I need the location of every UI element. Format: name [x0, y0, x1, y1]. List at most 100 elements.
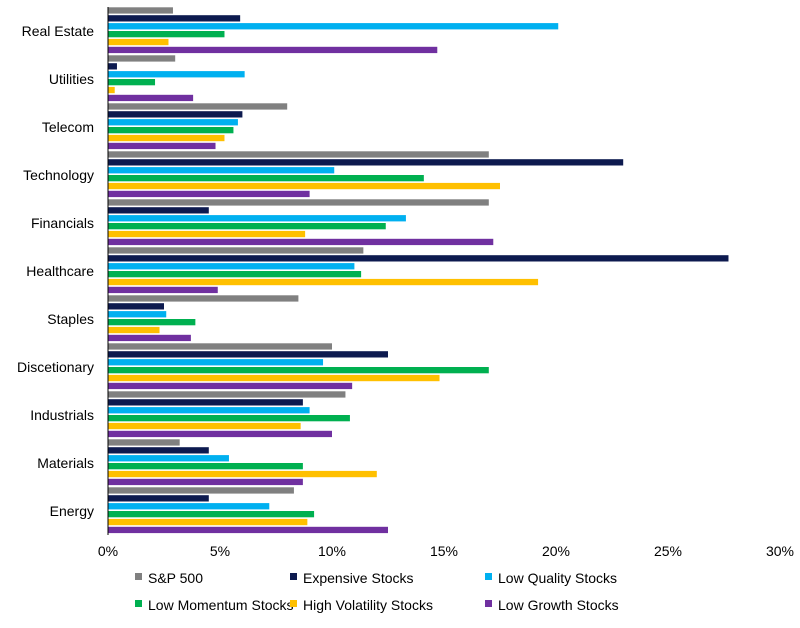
legend-swatch-high-volatility-stocks	[290, 600, 297, 607]
bar-real-estate-s-p-500	[108, 7, 173, 14]
x-tick-label-5: 5%	[210, 543, 230, 559]
bar-discetionary-expensive-stocks	[108, 351, 388, 358]
bar-staples-high-volatility-stocks	[108, 326, 160, 334]
legend-label-s-p-500: S&P 500	[148, 570, 203, 586]
bar-materials-low-growth-stocks	[108, 478, 303, 486]
bar-industrials-s-p-500	[108, 391, 346, 398]
category-label-staples: Staples	[47, 311, 94, 327]
legend-label-low-momentum-stocks: Low Momentum Stocks	[148, 597, 294, 613]
bar-financials-low-momentum-stocks	[108, 223, 386, 230]
category-label-real-estate: Real Estate	[22, 23, 95, 39]
x-tick-label-10: 10%	[318, 543, 346, 559]
category-label-discetionary: Discetionary	[17, 359, 94, 375]
bar-telecom-s-p-500	[108, 103, 288, 110]
bar-technology-low-growth-stocks	[108, 190, 310, 198]
bar-healthcare-high-volatility-stocks	[108, 278, 539, 286]
bar-materials-s-p-500	[108, 439, 180, 446]
category-label-industrials: Industrials	[30, 407, 94, 423]
bar-telecom-low-momentum-stocks	[108, 127, 234, 134]
bar-technology-high-volatility-stocks	[108, 182, 500, 190]
legend-swatch-expensive-stocks	[290, 573, 297, 580]
bar-real-estate-expensive-stocks	[108, 15, 241, 22]
legend-swatch-low-momentum-stocks	[135, 600, 142, 607]
bar-utilities-expensive-stocks	[108, 63, 117, 70]
bar-financials-high-volatility-stocks	[108, 230, 306, 238]
category-label-telecom: Telecom	[42, 119, 94, 135]
bar-utilities-high-volatility-stocks	[108, 86, 115, 94]
bar-technology-low-quality-stocks	[108, 167, 335, 174]
bar-energy-low-growth-stocks	[108, 526, 388, 534]
bar-telecom-low-growth-stocks	[108, 142, 216, 150]
bars-group	[108, 7, 729, 534]
bar-energy-expensive-stocks	[108, 495, 209, 502]
category-label-technology: Technology	[23, 167, 94, 183]
bar-energy-high-volatility-stocks	[108, 518, 308, 526]
bar-telecom-expensive-stocks	[108, 111, 243, 118]
category-labels: Real Estate Utilities Telecom Technology Fin…	[17, 23, 94, 519]
category-label-energy: Energy	[50, 503, 94, 519]
bar-industrials-low-momentum-stocks	[108, 415, 350, 422]
bar-utilities-low-momentum-stocks	[108, 79, 156, 86]
bar-real-estate-low-growth-stocks	[108, 46, 438, 54]
bar-financials-low-quality-stocks	[108, 215, 406, 222]
bar-utilities-low-growth-stocks	[108, 94, 194, 102]
bar-staples-low-growth-stocks	[108, 334, 191, 342]
category-label-financials: Financials	[31, 215, 94, 231]
legend-label-high-volatility-stocks: High Volatility Stocks	[303, 597, 433, 613]
bar-staples-low-momentum-stocks	[108, 319, 196, 326]
bar-real-estate-low-momentum-stocks	[108, 31, 225, 38]
x-tick-label-0: 0%	[98, 543, 118, 559]
bar-healthcare-low-quality-stocks	[108, 263, 355, 270]
legend-label-low-growth-stocks: Low Growth Stocks	[498, 597, 619, 613]
category-label-healthcare: Healthcare	[26, 263, 94, 279]
x-tick-label-15: 15%	[430, 543, 458, 559]
bar-energy-low-quality-stocks	[108, 503, 270, 510]
bar-discetionary-high-volatility-stocks	[108, 374, 440, 382]
bar-utilities-low-quality-stocks	[108, 71, 245, 78]
bar-materials-low-quality-stocks	[108, 455, 229, 462]
bar-materials-high-volatility-stocks	[108, 470, 377, 478]
bar-discetionary-s-p-500	[108, 343, 332, 350]
bar-staples-s-p-500	[108, 295, 299, 302]
bar-technology-low-momentum-stocks	[108, 175, 424, 182]
x-tick-label-25: 25%	[654, 543, 682, 559]
bar-industrials-high-volatility-stocks	[108, 422, 301, 430]
bar-industrials-low-growth-stocks	[108, 430, 332, 438]
bar-technology-s-p-500	[108, 151, 489, 158]
legend-label-low-quality-stocks: Low Quality Stocks	[498, 570, 617, 586]
bar-utilities-s-p-500	[108, 55, 176, 62]
bar-financials-low-growth-stocks	[108, 238, 494, 246]
bar-staples-expensive-stocks	[108, 303, 164, 310]
bar-healthcare-low-growth-stocks	[108, 286, 218, 294]
bar-materials-low-momentum-stocks	[108, 463, 303, 470]
bar-financials-expensive-stocks	[108, 207, 209, 214]
bar-financials-s-p-500	[108, 199, 489, 206]
x-axis-ticks: 0% 5% 10% 15% 20% 25% 30%	[98, 543, 794, 559]
bar-healthcare-expensive-stocks	[108, 255, 729, 262]
category-label-materials: Materials	[37, 455, 94, 471]
bar-technology-expensive-stocks	[108, 159, 624, 166]
bar-telecom-low-quality-stocks	[108, 119, 238, 126]
bar-industrials-expensive-stocks	[108, 399, 303, 406]
bar-discetionary-low-momentum-stocks	[108, 367, 489, 374]
x-tick-label-30: 30%	[766, 543, 794, 559]
legend-swatch-low-quality-stocks	[485, 573, 492, 580]
bar-discetionary-low-quality-stocks	[108, 359, 324, 366]
bar-real-estate-high-volatility-stocks	[108, 38, 169, 46]
bar-telecom-high-volatility-stocks	[108, 134, 225, 142]
legend-swatch-low-growth-stocks	[485, 600, 492, 607]
bar-energy-s-p-500	[108, 487, 294, 494]
bar-materials-expensive-stocks	[108, 447, 209, 454]
bar-healthcare-s-p-500	[108, 247, 364, 254]
category-label-utilities: Utilities	[49, 71, 94, 87]
bar-real-estate-low-quality-stocks	[108, 23, 559, 30]
legend-swatch-s-p-500	[135, 573, 142, 580]
bar-healthcare-low-momentum-stocks	[108, 271, 362, 278]
bar-staples-low-quality-stocks	[108, 311, 167, 318]
bar-discetionary-low-growth-stocks	[108, 382, 353, 390]
legend: S&P 500 Expensive Stocks Low Quality Stock…	[135, 570, 619, 613]
legend-label-expensive-stocks: Expensive Stocks	[303, 570, 414, 586]
x-tick-label-20: 20%	[542, 543, 570, 559]
bar-industrials-low-quality-stocks	[108, 407, 310, 414]
